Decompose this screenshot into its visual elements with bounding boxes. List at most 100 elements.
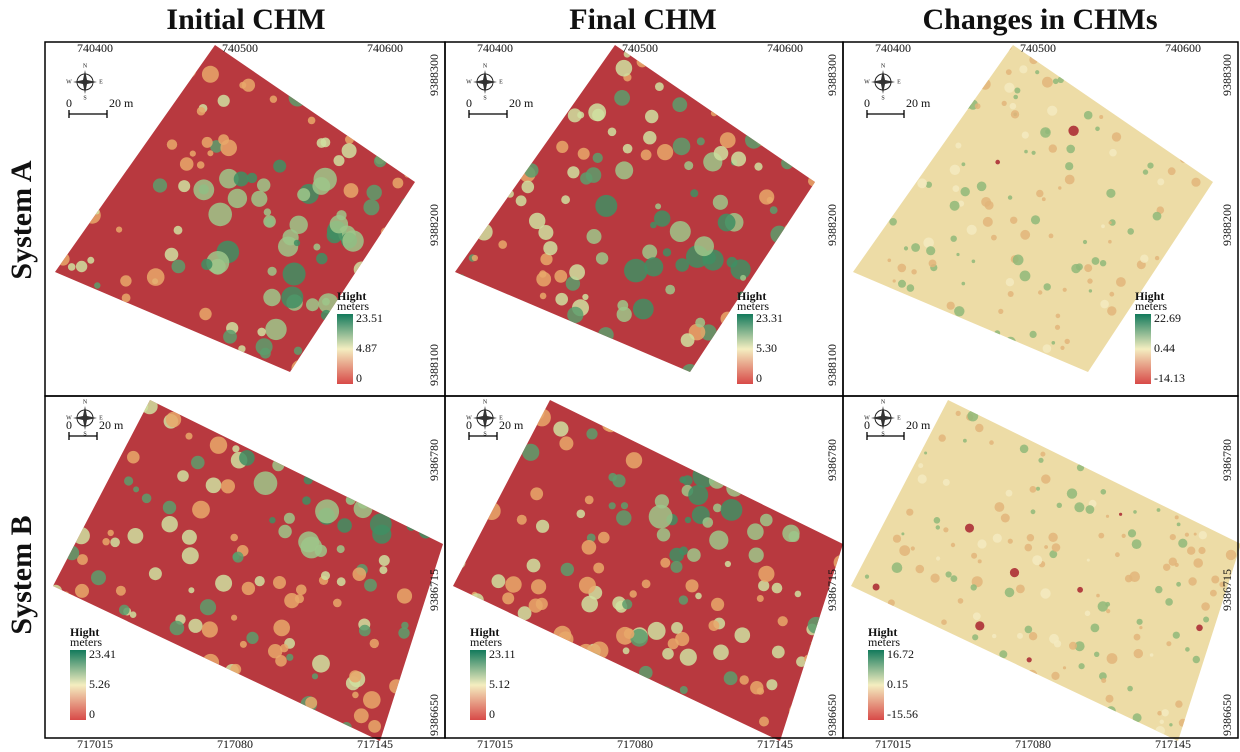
tree-crown (142, 494, 152, 504)
change-spot (950, 201, 960, 211)
tree-crown (333, 397, 350, 414)
tree-crown (74, 145, 85, 156)
tree-crown (108, 686, 124, 702)
tree-crown (385, 268, 395, 278)
change-spot (1163, 126, 1171, 134)
scale-label: 20 m (906, 96, 931, 110)
change-spot (998, 309, 1003, 314)
tree-crown (457, 274, 465, 282)
change-spot (1206, 297, 1213, 304)
tree-crown (374, 489, 397, 512)
change-spot (1112, 132, 1121, 141)
tree-crown (188, 587, 194, 593)
change-spot (956, 253, 959, 256)
tree-crown (770, 206, 778, 214)
change-spot (1106, 695, 1114, 703)
change-spot (911, 243, 920, 252)
tree-crown (684, 454, 695, 465)
change-spot (1100, 300, 1109, 309)
change-spot (1109, 149, 1117, 157)
legend-ramp (337, 314, 353, 384)
change-spot (957, 716, 966, 725)
tree-crown (531, 122, 545, 136)
change-spot (1052, 543, 1061, 552)
change-spot (946, 318, 952, 324)
tree-crown (609, 678, 625, 694)
tree-crown (637, 56, 648, 67)
tree-crown (522, 444, 539, 461)
change-spot (1210, 157, 1217, 164)
tree-crown (232, 445, 239, 452)
tree-crown (186, 433, 193, 440)
change-spot (962, 282, 966, 286)
tree-crown (505, 576, 521, 592)
change-spot (1211, 432, 1217, 438)
change-spot (1180, 155, 1187, 162)
tree-crown (554, 270, 567, 283)
change-spot (918, 474, 927, 483)
change-spot (1199, 531, 1207, 539)
change-spot (1147, 163, 1153, 169)
tree-crown (136, 401, 148, 413)
tree-crown (648, 622, 666, 640)
tree-crown (218, 95, 230, 107)
tree-crown (77, 554, 88, 565)
legend-mid: 5.12 (489, 677, 510, 691)
tree-crown (670, 221, 691, 242)
change-spot (973, 612, 981, 620)
change-spot (862, 410, 866, 414)
tree-crown (344, 183, 359, 198)
tree-crown (680, 686, 688, 694)
tree-crown (438, 640, 456, 658)
change-spot (1084, 264, 1092, 272)
tree-crown (393, 178, 404, 189)
tree-crown (415, 281, 426, 292)
tree-crown (217, 397, 231, 411)
tree-crown (140, 341, 150, 351)
tree-crown (451, 437, 466, 452)
change-spot (1203, 112, 1211, 120)
tree-crown (531, 579, 546, 594)
change-spot (1232, 510, 1237, 515)
change-spot (1040, 720, 1048, 728)
change-spot (858, 131, 864, 137)
change-spot (1001, 402, 1009, 410)
tree-crown (757, 444, 781, 468)
tree-crown (596, 252, 608, 264)
change-spot (1101, 489, 1107, 495)
change-spot (1183, 90, 1189, 96)
tree-crown (636, 685, 654, 703)
tree-crown (809, 389, 826, 406)
tree-crown (538, 225, 553, 240)
change-spot (1073, 416, 1078, 421)
tree-crown (57, 253, 70, 266)
tree-crown (654, 210, 670, 226)
tree-crown (794, 352, 805, 363)
change-spot (975, 103, 981, 109)
change-spot (951, 236, 957, 242)
tree-crown (517, 74, 535, 92)
tree-crown (289, 41, 302, 54)
tree-crown (106, 63, 120, 77)
tree-crown (339, 45, 352, 58)
change-spot (1115, 552, 1120, 557)
tree-crown (651, 727, 658, 734)
tree-crown (726, 480, 743, 497)
tree-crown (527, 559, 541, 573)
change-spot (1191, 178, 1200, 187)
change-spot (1120, 367, 1124, 371)
change-spot (1028, 365, 1034, 371)
tree-crown (269, 692, 277, 700)
tree-crown (740, 275, 746, 281)
tree-crown (273, 620, 290, 637)
tree-crown (534, 678, 543, 687)
change-spot (893, 279, 896, 282)
tree-crown (404, 171, 410, 177)
tree-crown (747, 466, 764, 483)
tree-crown (528, 329, 546, 347)
y-coordinate-label: 9388200 (1220, 204, 1234, 246)
row-header: System A (5, 160, 38, 280)
tree-crown (657, 144, 673, 160)
tree-crown (333, 599, 342, 608)
change-spot (873, 584, 880, 591)
